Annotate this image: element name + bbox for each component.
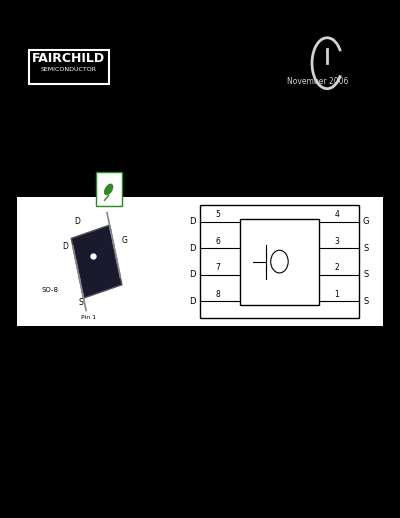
FancyBboxPatch shape [29, 50, 109, 84]
Text: November 2006: November 2006 [287, 77, 349, 86]
Text: 4: 4 [335, 210, 340, 219]
Text: SEMICONDUCTOR: SEMICONDUCTOR [41, 67, 97, 72]
Polygon shape [105, 184, 113, 195]
Text: S: S [364, 270, 369, 279]
Text: D: D [62, 242, 68, 251]
Text: D: D [190, 297, 196, 306]
Bar [200, 205, 359, 318]
Text: D: D [190, 218, 196, 226]
Text: 5: 5 [216, 210, 220, 219]
Text: S: S [364, 244, 369, 253]
Text: D: D [190, 244, 196, 253]
Text: S: S [78, 298, 83, 307]
Text: SO-8: SO-8 [41, 287, 58, 294]
Text: 8: 8 [216, 290, 220, 299]
Bar [240, 219, 319, 305]
Text: Pin 1: Pin 1 [81, 315, 96, 320]
Text: 2: 2 [335, 263, 340, 272]
Text: FAIRCHILD: FAIRCHILD [32, 52, 106, 65]
Text: 1: 1 [335, 290, 340, 299]
Bar [17, 197, 383, 326]
Text: G: G [363, 218, 369, 226]
Text: D: D [74, 218, 80, 226]
Text: G: G [122, 236, 127, 245]
Text: D: D [190, 270, 196, 279]
Text: 7: 7 [216, 263, 220, 272]
Text: 6: 6 [216, 237, 220, 246]
FancyBboxPatch shape [96, 172, 122, 207]
Text: S: S [364, 297, 369, 306]
Polygon shape [71, 225, 122, 298]
Text: 3: 3 [335, 237, 340, 246]
